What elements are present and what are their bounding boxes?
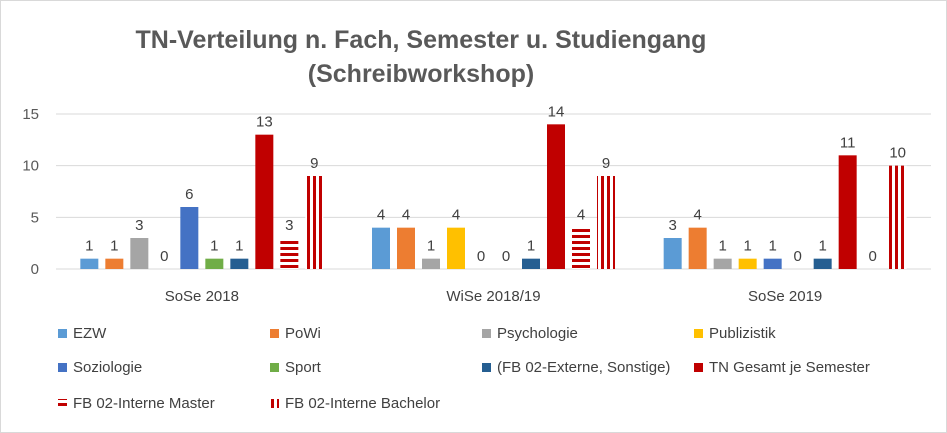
data-label: 1 (235, 238, 243, 255)
bar-fb-02-interne-master (572, 227, 590, 269)
bar-fb-02-interne-bachelor (305, 176, 324, 269)
data-label: 1 (110, 238, 118, 255)
data-label: 1 (743, 238, 751, 255)
data-label: 0 (868, 248, 876, 265)
chart-title-line-2: (Schreibworkshop) (307, 60, 535, 88)
data-label: 4 (452, 207, 460, 224)
legend-swatch (694, 363, 703, 372)
data-label: 1 (85, 238, 93, 255)
x-category-label: SoSe 2019 (748, 288, 822, 305)
data-label: 9 (602, 155, 610, 172)
legend-swatch (270, 399, 279, 408)
bar-fb-02-externe-sonstige (813, 258, 832, 269)
legend-label: FB 02-Interne Bachelor (285, 395, 440, 412)
bar-psychologie (130, 238, 149, 269)
legend-label: Sport (285, 359, 322, 376)
data-label: 3 (668, 217, 676, 234)
data-label: 0 (477, 248, 485, 265)
data-label: 3 (135, 217, 143, 234)
legend-label: FB 02-Interne Master (73, 395, 215, 412)
bar-ezw (80, 258, 99, 269)
x-category-label: WiSe 2018/19 (446, 288, 540, 305)
data-label: 4 (577, 207, 585, 224)
data-label: 0 (793, 248, 801, 265)
data-label: 1 (718, 238, 726, 255)
data-label: 0 (502, 248, 510, 265)
bar-fb-02-interne-bachelor (888, 165, 907, 269)
chart-title-line-1: TN-Verteilung n. Fach, Semester u. Studi… (135, 26, 707, 54)
data-label: 13 (256, 114, 273, 131)
data-label: 10 (889, 145, 906, 162)
bar-fb-02-externe-sonstige (522, 258, 540, 269)
bar-soziologie (180, 207, 199, 269)
bar-powi (688, 227, 707, 269)
legend-swatch (482, 363, 491, 372)
bar-ezw (663, 238, 682, 269)
bar-tn-gesamt-je-semester (838, 155, 857, 269)
legend-label: (FB 02-Externe, Sonstige) (497, 359, 670, 376)
data-label: 1 (768, 238, 776, 255)
bar-soziologie (763, 258, 782, 269)
data-label: 1 (427, 238, 435, 255)
y-tick-label: 10 (22, 158, 39, 175)
bar-fb-02-interne-master (280, 238, 299, 269)
data-label: 14 (548, 103, 565, 120)
y-tick-label: 0 (31, 261, 39, 278)
bar-sport (205, 258, 224, 269)
legend-label: Publizistik (709, 325, 776, 342)
legend-swatch (270, 363, 279, 372)
bar-ezw (372, 227, 390, 269)
data-label: 6 (185, 186, 193, 203)
bar-fb-02-externe-sonstige (230, 258, 249, 269)
legend-swatch (58, 399, 67, 408)
data-label: 4 (377, 207, 385, 224)
legend-label: TN Gesamt je Semester (709, 359, 870, 376)
legend-swatch (58, 363, 67, 372)
legend: EZW PoWi Psychologie Publizistik Soziologie S… (58, 325, 870, 412)
bar-publizistik (738, 258, 757, 269)
data-label: 1 (818, 238, 826, 255)
legend-swatch (482, 329, 491, 338)
bar-tn-gesamt-je-semester (255, 134, 274, 269)
data-label: 4 (693, 207, 701, 224)
legend-label: PoWi (285, 325, 321, 342)
data-label: 1 (527, 238, 535, 255)
data-label: 9 (310, 155, 318, 172)
y-tick-label: 5 (31, 209, 39, 226)
legend-swatch (694, 329, 703, 338)
data-label: 1 (210, 238, 218, 255)
legend-swatch (58, 329, 67, 338)
legend-swatch (270, 329, 279, 338)
bar-psychologie (422, 258, 440, 269)
data-label: 4 (402, 207, 410, 224)
x-category-label: SoSe 2018 (165, 288, 239, 305)
y-tick-label: 15 (22, 106, 39, 123)
bar-powi (105, 258, 124, 269)
legend-label: Psychologie (497, 325, 578, 342)
data-label: 3 (285, 217, 293, 234)
bar-tn-gesamt-je-semester (547, 124, 565, 269)
bar-psychologie (713, 258, 732, 269)
legend-label: Soziologie (73, 359, 142, 376)
chart-title: TN-Verteilung n. Fach, Semester u. Studi… (1, 23, 841, 91)
data-label: 0 (160, 248, 168, 265)
bars-layer (80, 124, 907, 269)
legend-label: EZW (73, 325, 107, 342)
bar-fb-02-interne-bachelor (597, 176, 615, 269)
bar-publizistik (447, 227, 465, 269)
data-label: 11 (840, 134, 856, 151)
bar-powi (397, 227, 415, 269)
